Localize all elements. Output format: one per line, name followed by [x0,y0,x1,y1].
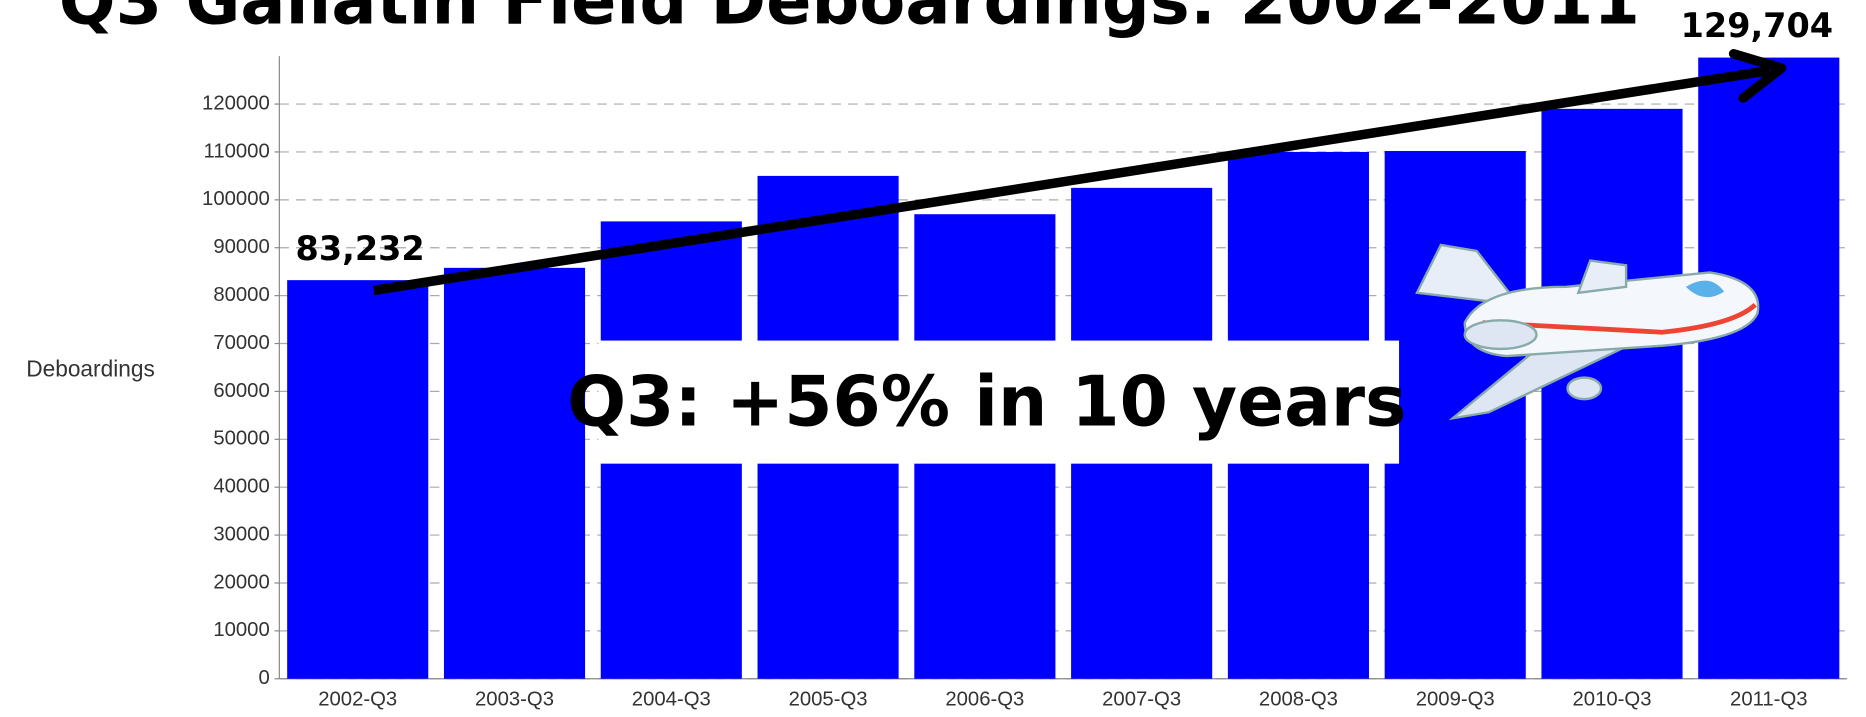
x-tick-label: 2006-Q3 [945,689,1024,711]
y-tick-label: 40000 [213,476,269,498]
x-tick-label: 2005-Q3 [789,689,868,711]
x-tick-label: 2008-Q3 [1259,689,1338,711]
plane-window [1685,280,1725,298]
x-tick-label: 2007-Q3 [1102,689,1181,711]
bar [1541,108,1683,679]
y-tick-label: 10000 [213,619,269,641]
x-tick-label: 2003-Q3 [475,689,554,711]
y-tick-label: 20000 [213,571,269,593]
plane-engine [1463,319,1538,351]
bar [443,267,586,679]
x-tick-label: 2011-Q3 [1730,689,1807,711]
bar [1698,57,1840,679]
x-tick-label: 2010-Q3 [1572,689,1651,711]
y-tick-label: 100000 [202,188,270,210]
plane-body [1463,271,1760,358]
x-tick-label: 2002-Q3 [318,689,397,711]
arrow-head [1728,48,1787,103]
annotation-box [598,340,1400,464]
plane-wing-top [1576,259,1628,295]
y-tick-label: 60000 [213,380,269,402]
plane-engine [1566,376,1603,401]
bar [287,280,429,679]
value-label: 129,704 [1681,6,1833,45]
annotation: Q3: +56% in 10 years [567,362,1406,442]
y-tick-label: 30000 [213,523,269,545]
y-tick-label: 80000 [213,284,269,306]
trend-arrow [372,65,1771,296]
plane-stripe [1482,302,1757,335]
airplane [1415,243,1760,421]
y-tick-label: 120000 [202,92,270,114]
y-tick-label: 90000 [213,236,269,258]
y-tick-label: 0 [258,667,269,689]
value-label: 83,232 [296,229,425,268]
x-tick-label: 2004-Q3 [632,689,711,711]
x-tick-label: 2009-Q3 [1416,689,1495,711]
y-tick-label: 70000 [213,332,269,354]
plane-tail [1415,243,1522,307]
y-axis-label: Deboardings [26,355,155,381]
y-tick-label: 110000 [204,140,270,162]
y-tick-label: 50000 [213,428,269,450]
chart-title: Q3 Gallatin Field Deboardings: 2002-2011 [59,0,1640,39]
